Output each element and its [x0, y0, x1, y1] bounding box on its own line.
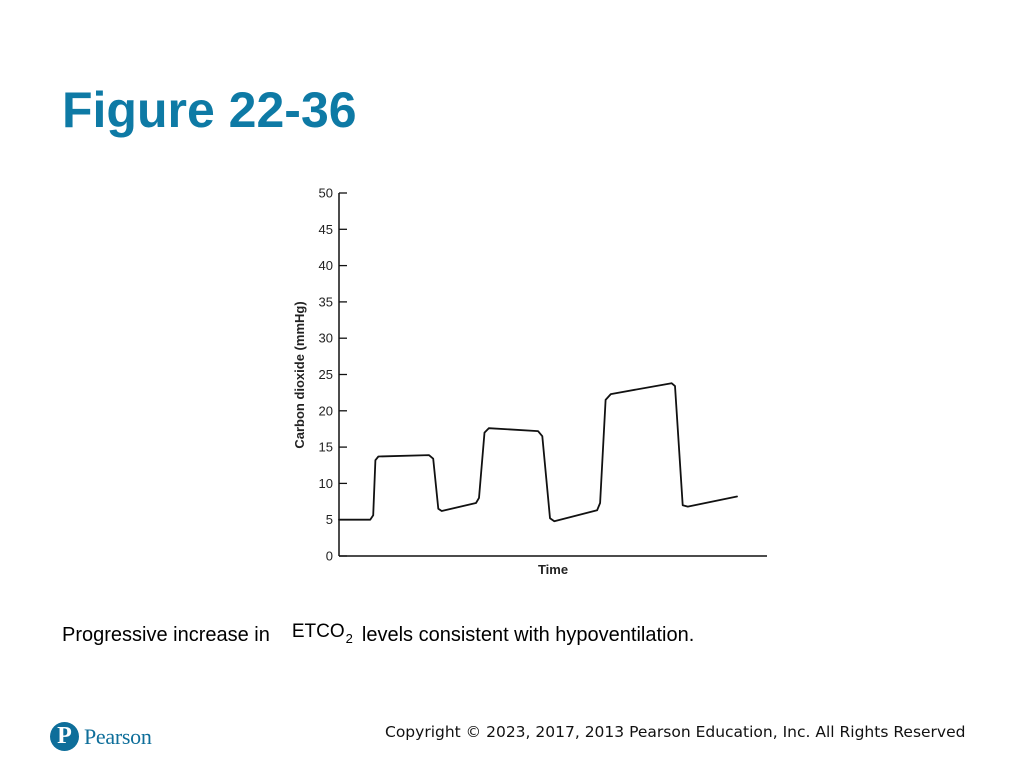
pearson-wordmark: Pearson — [84, 723, 152, 749]
page-title: Figure 22-36 — [62, 82, 357, 138]
y-tick-label: 45 — [319, 222, 333, 237]
x-axis-label: Time — [538, 562, 568, 577]
y-tick-label: 50 — [319, 186, 333, 201]
y-tick-label: 10 — [319, 476, 333, 491]
y-tick-label: 0 — [326, 549, 333, 564]
y-axis-ticks: 0 5 10 15 20 25 30 35 40 45 50 — [319, 186, 347, 564]
y-tick-label: 20 — [319, 403, 333, 418]
y-axis-label: Carbon dioxide (mmHg) — [292, 301, 307, 448]
copyright-notice: Copyright © 2023, 2017, 2013 Pearson Edu… — [385, 723, 966, 741]
etco2-waveform-line — [338, 382, 738, 523]
figure-caption: Progressive increase in ETCO2 levels consi… — [62, 620, 695, 655]
caption-text-after: levels consistent with hypoventilation. — [361, 624, 695, 646]
caption-etco-text: ETCO — [291, 621, 345, 642]
y-tick-label: 35 — [319, 294, 333, 309]
caption-etco-subscript: 2 — [345, 631, 353, 646]
caption-text-before: Progressive increase in — [62, 624, 270, 646]
y-tick-label: 5 — [326, 512, 333, 527]
y-tick-label: 30 — [319, 331, 333, 346]
pearson-logo: P Pearson — [50, 720, 152, 753]
chart-svg: 0 5 10 15 20 25 30 35 40 45 50 Time Carbon dioxide… — [292, 186, 767, 577]
etco2-chart: 0 5 10 15 20 25 30 35 40 45 50 Time Carbon dioxide… — [280, 178, 780, 583]
caption-etco2-term: ETCO2 — [292, 620, 353, 651]
y-tick-label: 15 — [319, 440, 333, 455]
y-tick-label: 40 — [319, 258, 333, 273]
pearson-p-icon: P — [50, 722, 79, 751]
y-tick-label: 25 — [319, 367, 333, 382]
